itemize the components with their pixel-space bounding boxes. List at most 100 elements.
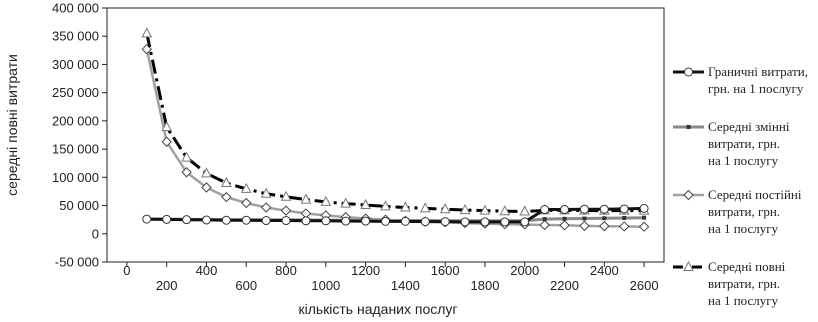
data-point-total: [459, 204, 471, 215]
data-point-marginal: [599, 204, 609, 214]
legend-marker-marginal: [684, 67, 693, 77]
data-point-total: [340, 197, 352, 208]
data-point-variable: [642, 215, 647, 220]
data-point-fixed: [260, 202, 272, 213]
x-tick-label: 1200: [351, 263, 380, 278]
data-point-fixed: [161, 136, 172, 147]
x-tick-label: 2400: [590, 263, 619, 278]
data-point-total: [360, 198, 371, 209]
y-tick-label: 250 000: [52, 85, 99, 100]
legend-item-fixed: Середні постійні витрати, грн. на 1 послуг…: [673, 187, 802, 236]
data-point-total: [320, 195, 332, 206]
data-point-fixed: [280, 205, 292, 216]
x-tick-label: 800: [275, 263, 297, 278]
y-tick-label: 350 000: [52, 29, 99, 44]
data-point-total: [300, 193, 312, 204]
data-point-marginal: [520, 217, 530, 227]
data-point-total: [439, 203, 451, 214]
legend-label: на 1 послугу: [708, 153, 779, 168]
series-line-total: [145, 33, 645, 213]
x-tick-label: 600: [235, 278, 257, 293]
data-point-total: [519, 205, 531, 216]
legend-label: Середні постійні: [708, 187, 802, 202]
y-tick-label: 200 000: [52, 113, 99, 128]
y-tick-label: 0: [92, 226, 99, 241]
x-tick-label: 1000: [311, 278, 340, 293]
x-tick-label: 400: [196, 263, 218, 278]
legend-label: на 1 послугу: [708, 293, 779, 308]
data-point-fixed: [141, 43, 152, 55]
data-point-fixed: [638, 221, 650, 232]
data-point-marginal: [540, 205, 550, 215]
data-point-fixed: [241, 197, 252, 209]
x-tick-label: 0: [123, 263, 130, 278]
x-tick-label: 2600: [630, 278, 659, 293]
data-point-marginal: [142, 214, 152, 224]
legend-item-total: Середні повні витрати, грн. на 1 послугу: [673, 259, 786, 308]
series-total: [141, 27, 650, 216]
y-tick-label: 50 000: [59, 198, 99, 213]
data-point-marginal: [500, 217, 510, 227]
data-point-marginal: [619, 204, 629, 214]
data-point-total: [181, 151, 192, 162]
data-point-marginal: [480, 217, 490, 227]
data-point-variable: [582, 216, 587, 221]
legend-label: витрати, грн.: [708, 204, 780, 219]
data-point-fixed: [559, 220, 570, 231]
data-point-total: [419, 202, 431, 213]
x-tick-label: 1800: [471, 278, 500, 293]
data-point-fixed: [539, 219, 550, 231]
data-point-fixed: [619, 221, 630, 232]
data-point-marginal: [241, 215, 251, 225]
legend-label: на 1 послугу: [708, 221, 779, 236]
legend-marker-variable: [686, 125, 691, 129]
data-point-variable: [622, 215, 627, 220]
data-point-total: [380, 200, 391, 211]
data-point-total: [479, 204, 491, 215]
data-point-marginal: [201, 215, 211, 225]
data-point-fixed: [181, 167, 192, 178]
data-point-variable: [562, 216, 567, 221]
data-point-total: [201, 167, 212, 178]
series-line-fixed: [145, 48, 645, 228]
data-point-marginal: [560, 205, 570, 215]
y-tick-label: 400 000: [52, 1, 99, 16]
y-tick-label: 300 000: [52, 57, 99, 72]
x-tick-label: 2200: [550, 278, 579, 293]
data-point-marginal: [400, 216, 410, 226]
data-point-marginal: [639, 203, 649, 213]
data-point-marginal: [420, 217, 430, 227]
plot-frame: [106, 7, 665, 263]
data-point-total: [161, 121, 173, 132]
axes: -50 000 0 50 000 100 000 150 000 200 000 250 0…: [52, 1, 665, 293]
data-point-total: [260, 187, 272, 198]
data-point-total: [221, 176, 232, 187]
legend-label: Граничні витрати,: [708, 64, 808, 79]
x-tick-label: 200: [156, 278, 178, 293]
data-point-fixed: [599, 220, 610, 232]
data-point-marginal: [579, 204, 589, 214]
data-point-total: [141, 27, 153, 38]
x-tick-label: 1400: [391, 278, 420, 293]
data-point-marginal: [341, 216, 351, 226]
legend-item-variable: Середні змінні витрати, грн. на 1 послугу: [673, 119, 790, 168]
data-point-marginal: [440, 217, 450, 227]
data-point-marginal: [182, 215, 192, 225]
legend-marker-total: [683, 260, 694, 271]
data-point-fixed: [201, 182, 212, 193]
data-point-marginal: [381, 216, 390, 226]
legend-marker-fixed: [683, 189, 694, 201]
legend-label: Середні змінні: [708, 119, 790, 134]
data-point-total: [280, 190, 292, 201]
legend-label: витрати, грн.: [708, 136, 780, 151]
data-point-total: [240, 182, 252, 193]
data-point-total: [400, 201, 411, 212]
data-point-marginal: [162, 214, 172, 224]
series-marginal: [142, 203, 649, 227]
data-point-marginal: [221, 215, 231, 225]
x-axis-title: кількість наданих послуг: [298, 301, 457, 317]
y-tick-label: -50 000: [55, 255, 99, 270]
legend-item-marginal: Граничні витрати, грн. на 1 послугу: [673, 64, 808, 96]
data-point-variable: [602, 216, 607, 221]
